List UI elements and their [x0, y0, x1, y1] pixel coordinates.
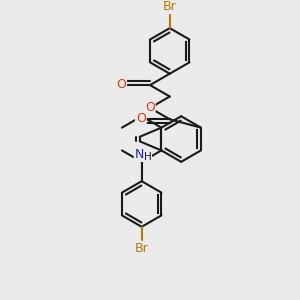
Text: Br: Br	[163, 0, 177, 13]
Text: Br: Br	[135, 242, 148, 255]
Text: H: H	[144, 152, 152, 162]
Text: O: O	[145, 101, 154, 114]
Text: O: O	[136, 112, 146, 125]
Text: N: N	[135, 148, 144, 161]
Text: O: O	[116, 78, 126, 91]
